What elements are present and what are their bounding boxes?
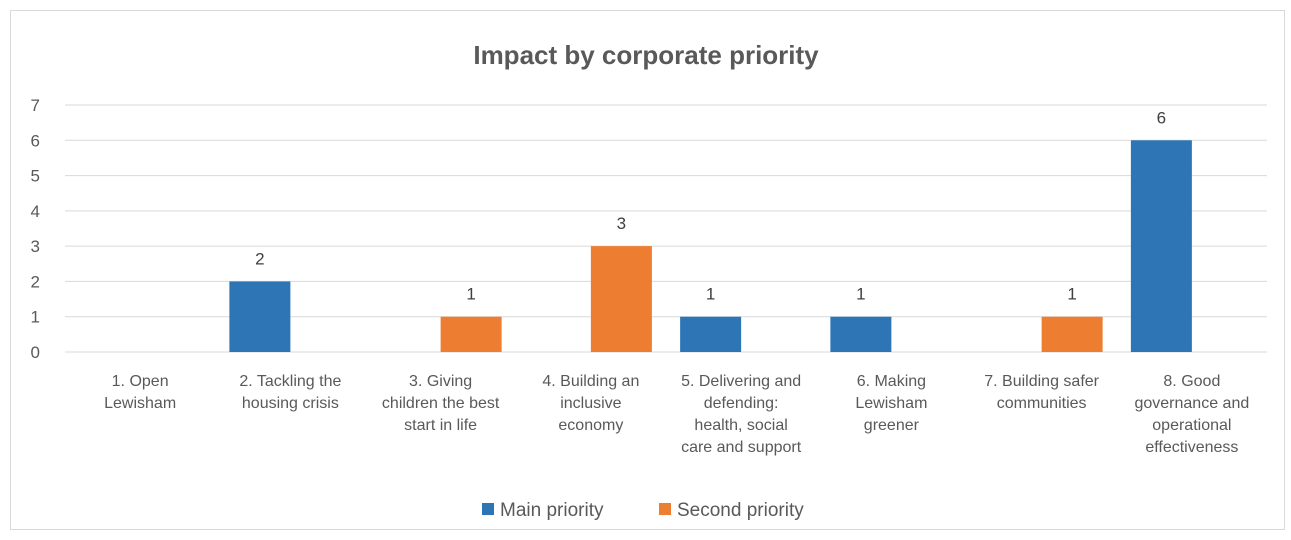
data-label: 2 — [255, 249, 264, 268]
y-tick-label: 0 — [31, 343, 40, 362]
category-label: 7. Building safer communities — [984, 373, 1099, 412]
bars — [229, 140, 1192, 352]
y-axis-ticks: 0 1 2 3 4 5 6 7 — [31, 96, 40, 362]
bar — [830, 316, 892, 352]
bar — [440, 316, 502, 352]
category-label: 3. Giving children the best start in life — [382, 373, 500, 434]
data-label: 1 — [1067, 285, 1076, 304]
y-tick-label: 6 — [31, 131, 40, 150]
legend-label: Second priority — [677, 500, 804, 521]
data-label: 1 — [706, 285, 715, 304]
data-label: 3 — [617, 214, 626, 233]
legend-label: Main priority — [500, 500, 604, 521]
y-tick-label: 3 — [31, 237, 40, 256]
data-label: 6 — [1157, 108, 1166, 127]
category-label: 1. Open Lewisham — [104, 373, 176, 412]
category-label: 2. Tackling the housing crisis — [239, 373, 341, 412]
data-label: 1 — [466, 285, 475, 304]
data-label: 1 — [856, 285, 865, 304]
bar — [1041, 316, 1103, 352]
category-label: 6. Making Lewisham greener — [855, 373, 927, 434]
bar — [680, 316, 742, 352]
legend-swatch — [482, 503, 494, 515]
category-labels: 1. Open Lewisham 2. Tackling the housing cr… — [104, 373, 1249, 456]
chart-title: Impact by corporate priority — [473, 40, 819, 70]
y-tick-label: 2 — [31, 272, 40, 291]
category-label: 8. Good governance and operational effectiv… — [1134, 373, 1249, 456]
y-tick-label: 7 — [31, 96, 40, 115]
bar — [229, 281, 291, 352]
y-tick-label: 1 — [31, 308, 40, 327]
legend: Main priority Second priority — [482, 500, 804, 521]
legend-swatch — [659, 503, 671, 515]
bar — [590, 246, 652, 352]
y-tick-label: 4 — [31, 202, 40, 221]
category-label: 5. Delivering and defending: health, socia… — [681, 373, 802, 456]
category-label: 4. Building an inclusive economy — [542, 373, 639, 434]
y-tick-label: 5 — [31, 167, 40, 186]
bar — [1130, 140, 1192, 352]
